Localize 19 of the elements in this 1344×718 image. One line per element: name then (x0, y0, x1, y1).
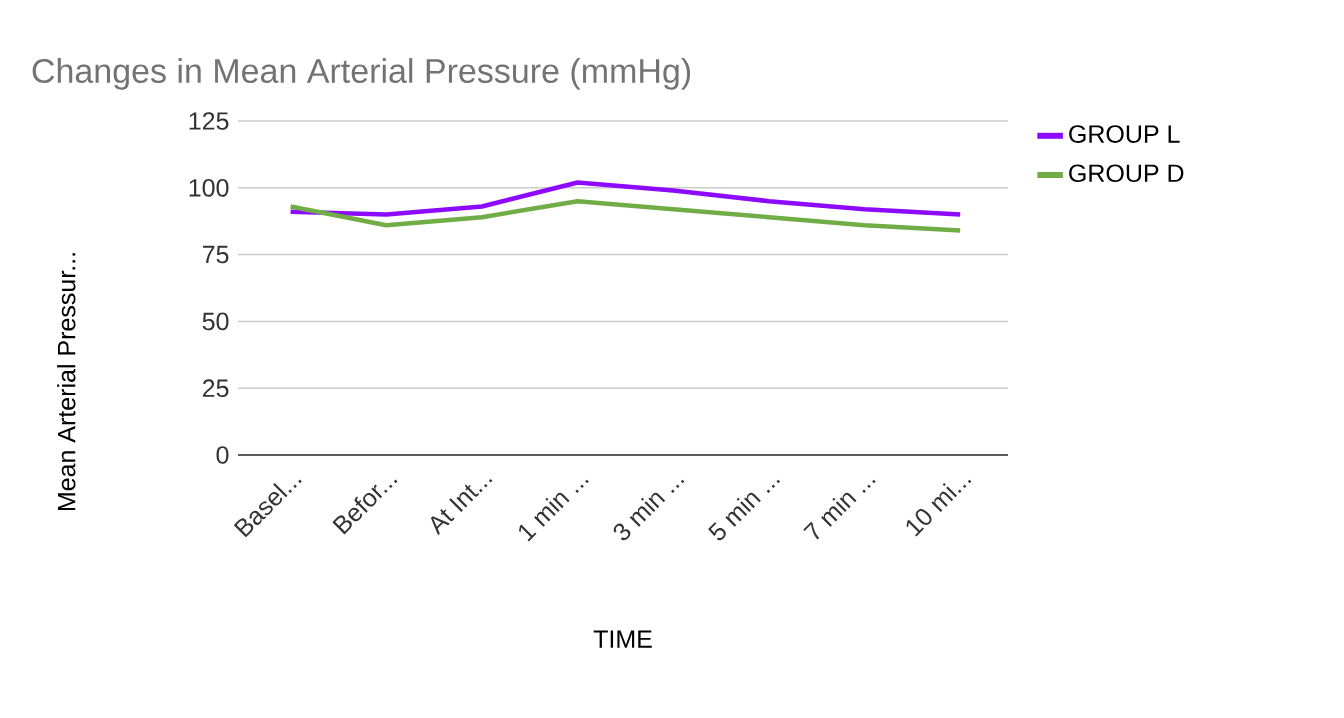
y-tick-label: 50 (202, 312, 229, 331)
x-tick-label: 1 min ... (519, 479, 589, 542)
line-series (288, 198, 963, 233)
y-tick-label: 25 (202, 379, 229, 398)
y-axis-title: Mean Arterial Pressur... (57, 253, 76, 511)
chart-title: Changes in Mean Arterial Pressure (mmHg) (32, 58, 691, 90)
x-tick-label: 5 min ... (708, 479, 781, 541)
x-tick-label: 3 min ... (613, 479, 685, 541)
x-axis-title: TIME (593, 630, 652, 648)
legend-label: GROUP D (1069, 164, 1184, 183)
y-tick-label: 100 (189, 178, 229, 197)
legend-label: GROUP L (1069, 125, 1180, 143)
y-tick-label: 0 (216, 446, 229, 464)
line-series (288, 180, 963, 217)
x-tick-label: 7 min ... (803, 479, 876, 540)
y-tick-label: 125 (189, 112, 229, 130)
x-tick-label: 10 mi... (906, 479, 972, 537)
y-tick-label: 75 (202, 245, 229, 264)
x-tick-label: At Int... (430, 478, 493, 536)
